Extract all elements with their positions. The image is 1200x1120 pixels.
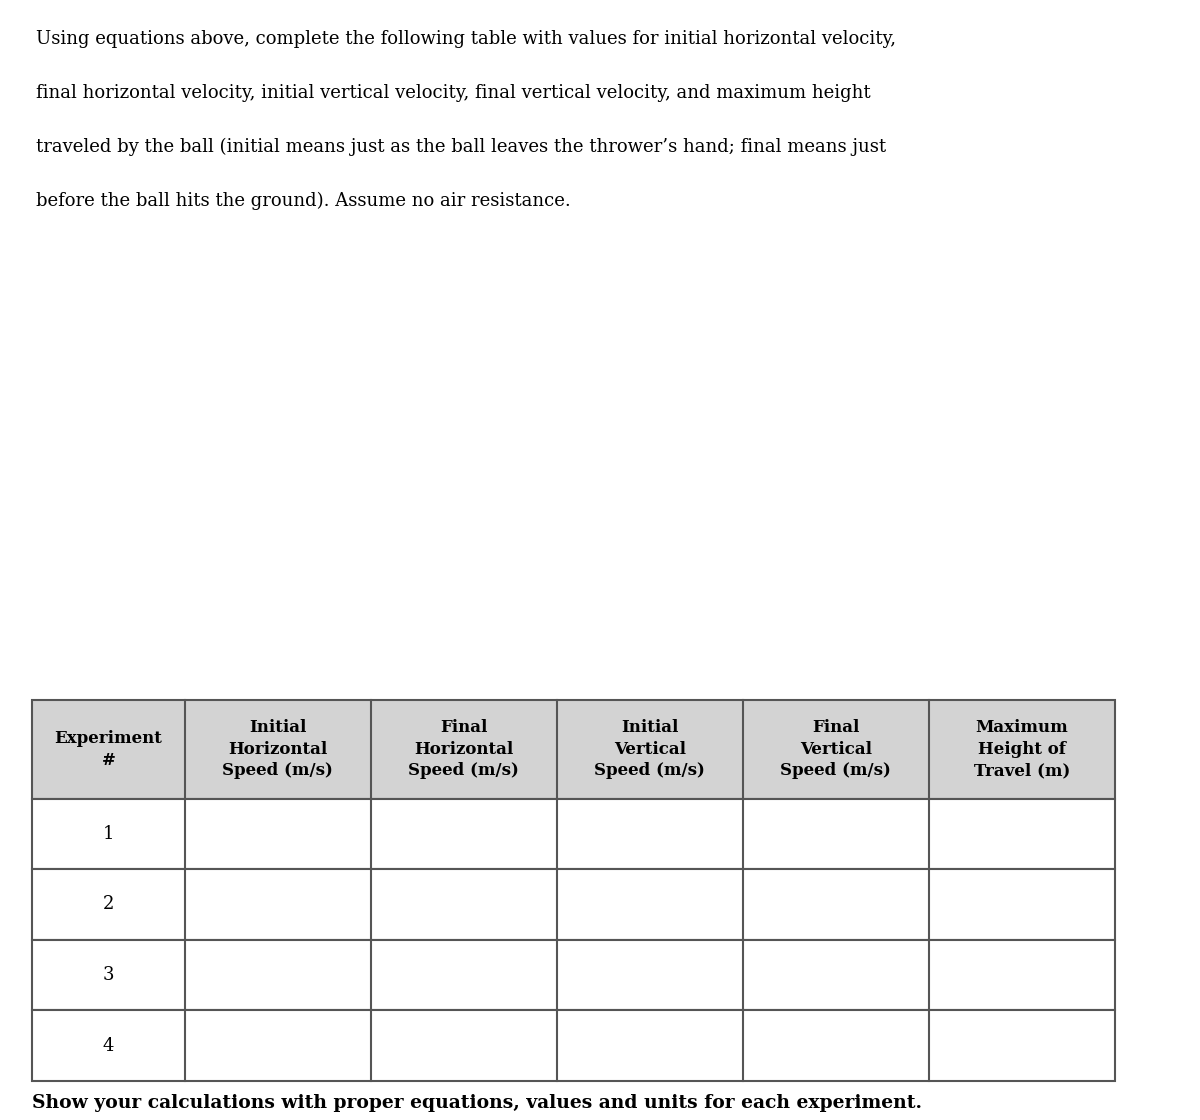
Text: Show your calculations with proper equations, values and units for each experime: Show your calculations with proper equat… <box>32 1094 923 1112</box>
Text: 4: 4 <box>103 1036 114 1055</box>
Text: 3: 3 <box>103 965 114 984</box>
Text: Initial
Vertical
Speed (m/s): Initial Vertical Speed (m/s) <box>594 719 706 780</box>
Text: 2: 2 <box>103 895 114 914</box>
Bar <box>32 869 1115 940</box>
Text: Maximum
Height of
Travel (m): Maximum Height of Travel (m) <box>973 719 1070 780</box>
Text: Final
Vertical
Speed (m/s): Final Vertical Speed (m/s) <box>780 719 892 780</box>
Text: 1: 1 <box>103 824 114 843</box>
Bar <box>32 1010 1115 1081</box>
Bar <box>32 700 1115 799</box>
Text: Using equations above, complete the following table with values for initial hori: Using equations above, complete the foll… <box>36 30 896 48</box>
Text: traveled by the ball (initial means just as the ball leaves the thrower’s hand; : traveled by the ball (initial means just… <box>36 138 886 156</box>
Text: Initial
Horizontal
Speed (m/s): Initial Horizontal Speed (m/s) <box>222 719 334 780</box>
Text: Final
Horizontal
Speed (m/s): Final Horizontal Speed (m/s) <box>408 719 520 780</box>
Bar <box>32 940 1115 1010</box>
Text: Experiment
#: Experiment # <box>55 730 162 768</box>
Bar <box>32 799 1115 869</box>
Text: final horizontal velocity, initial vertical velocity, final vertical velocity, a: final horizontal velocity, initial verti… <box>36 84 871 102</box>
Text: before the ball hits the ground). Assume no air resistance.: before the ball hits the ground). Assume… <box>36 192 571 209</box>
